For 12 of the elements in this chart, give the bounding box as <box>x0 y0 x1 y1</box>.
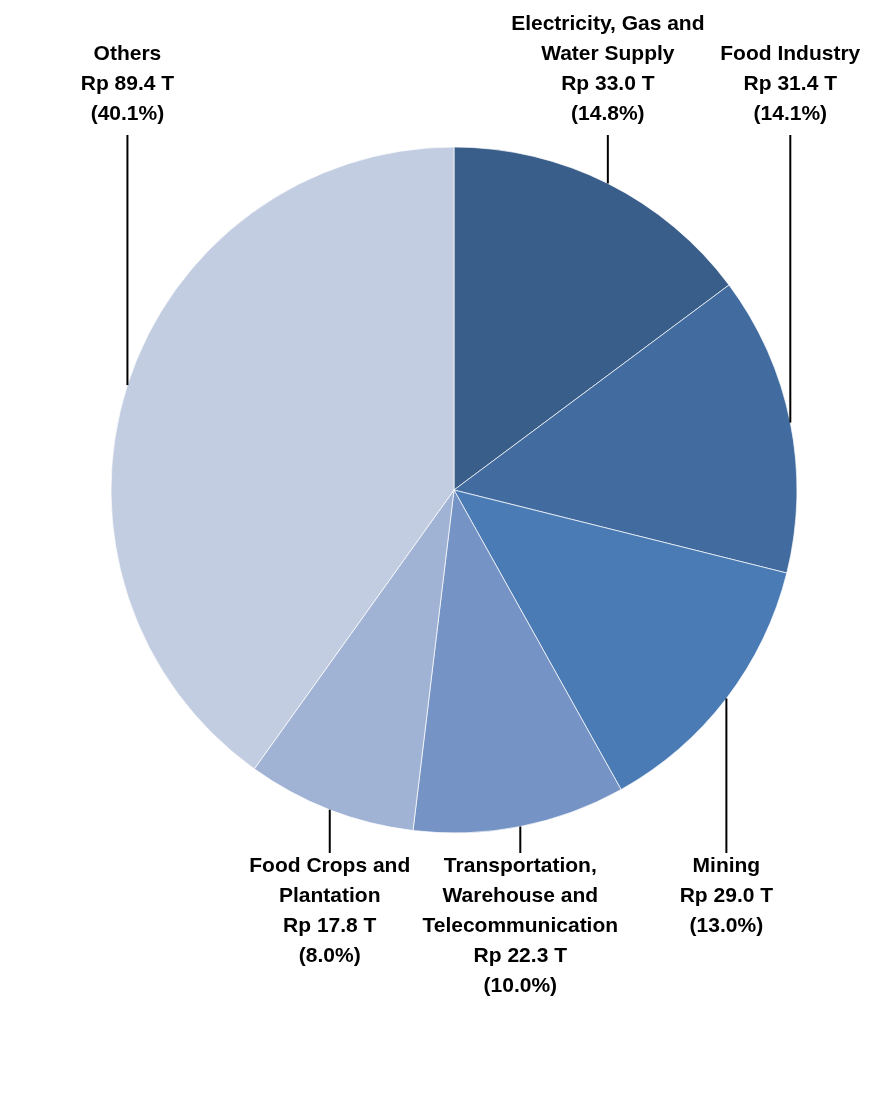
data-label: Rp 89.4 T (40.1%) <box>80 71 175 124</box>
data-label: Rp 17.8 T (8.0%) <box>283 913 377 966</box>
slice-label: Electricity, Gas and Water Supply <box>511 11 705 64</box>
slice-label: Food Crops and Plantation <box>249 853 411 906</box>
data-label: Rp 31.4 T (14.1%) <box>743 71 838 124</box>
slice-label: Transportation, Warehouse and Telecommunication <box>422 853 619 936</box>
data-label: Rp 22.3 T (10.0%) <box>473 943 568 996</box>
data-label: Rp 29.0 T (13.0%) <box>679 883 774 936</box>
slice-label: Food Industry <box>720 41 861 64</box>
data-label: Rp 33.0 T (14.8%) <box>561 71 655 124</box>
slice-label: Others <box>93 41 162 64</box>
slice-label: Mining <box>692 853 761 876</box>
